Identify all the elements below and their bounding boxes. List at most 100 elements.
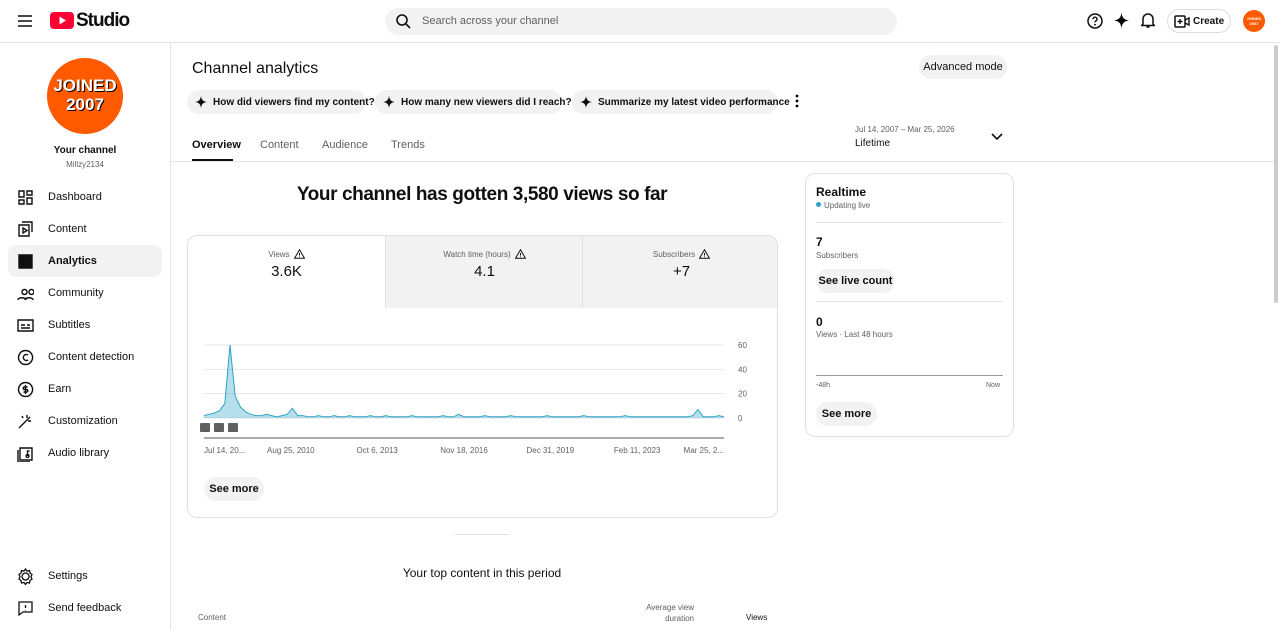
x-tick-label: Oct 6, 2013 bbox=[356, 446, 398, 455]
views-line bbox=[203, 344, 725, 418]
nav-item[interactable]: Content detection bbox=[8, 341, 162, 373]
channel-handle: Millzy2134 bbox=[66, 160, 104, 169]
nav-label: Customization bbox=[48, 415, 118, 427]
help-button[interactable] bbox=[1087, 13, 1103, 29]
nav-icon bbox=[17, 288, 34, 300]
date-range[interactable]: Jul 14, 2007 – Mar 25, 2026 bbox=[855, 125, 955, 134]
tab[interactable]: Content bbox=[260, 139, 299, 151]
divider bbox=[816, 301, 1003, 302]
warning-icon bbox=[514, 248, 527, 259]
metric-label: Subscribers bbox=[583, 248, 777, 259]
metric-tab[interactable]: Subscribers +7 bbox=[582, 236, 777, 308]
icon-shape bbox=[293, 248, 305, 259]
nav-item[interactable]: Settings bbox=[8, 560, 162, 592]
nav-item[interactable]: Analytics bbox=[8, 245, 162, 277]
column-header[interactable]: Views bbox=[746, 613, 768, 622]
spark-icon bbox=[195, 96, 207, 108]
nav-icon bbox=[17, 318, 34, 332]
page-title: Channel analytics bbox=[192, 60, 319, 77]
nav-item[interactable]: Send feedback bbox=[8, 592, 162, 624]
x-tick-label: Aug 25, 2010 bbox=[267, 446, 315, 455]
realtime-subscribers: 7 bbox=[816, 235, 823, 249]
spark-icon bbox=[580, 96, 592, 108]
nav-icon bbox=[17, 381, 34, 397]
nav-icon bbox=[18, 414, 31, 428]
nav-label: Content detection bbox=[48, 351, 135, 363]
nav-item[interactable]: Subtitles bbox=[8, 309, 162, 341]
icon-shape bbox=[514, 248, 527, 259]
warning-icon bbox=[293, 248, 305, 259]
nav-item[interactable]: Audio library bbox=[8, 437, 162, 469]
logo-icon[interactable] bbox=[50, 12, 74, 29]
nav-item[interactable]: Content bbox=[8, 213, 162, 245]
see-more-button[interactable]: See more bbox=[816, 402, 877, 426]
nav-icon bbox=[18, 189, 33, 205]
nav-item[interactable]: Customization bbox=[8, 405, 162, 437]
icon-shape bbox=[18, 567, 33, 585]
nav-label: Audio library bbox=[48, 447, 110, 459]
icon-shape bbox=[17, 381, 34, 397]
advanced-mode-button[interactable]: Advanced mode bbox=[919, 55, 1007, 79]
search-icon bbox=[396, 14, 411, 29]
notifications-button[interactable] bbox=[1141, 12, 1155, 29]
nav-label: Content bbox=[48, 223, 87, 235]
nav-item[interactable]: Earn bbox=[8, 373, 162, 405]
prompt-chip[interactable]: How did viewers find my content? bbox=[187, 90, 375, 114]
prompt-chip[interactable]: Summarize my latest video performance bbox=[572, 90, 790, 114]
avatar-line: JOINED bbox=[1246, 16, 1262, 21]
date-range-label[interactable]: Lifetime bbox=[855, 138, 891, 149]
channel-title: Your channel bbox=[53, 145, 117, 156]
icon-shape bbox=[18, 414, 31, 428]
nav-item[interactable]: Community bbox=[8, 277, 162, 309]
date-dropdown[interactable] bbox=[991, 133, 1003, 141]
scrollbar[interactable] bbox=[1274, 45, 1278, 303]
live-count-button[interactable]: See live count bbox=[816, 269, 895, 293]
metric-tab[interactable]: Views 3.6K bbox=[188, 236, 385, 308]
icon-shape bbox=[18, 600, 33, 616]
avatar-line: 2007 bbox=[66, 95, 104, 114]
ai-button[interactable] bbox=[1114, 13, 1129, 28]
search-placeholder: Search across your channel bbox=[422, 15, 559, 27]
spark-icon bbox=[383, 96, 395, 108]
nav-item[interactable]: Dashboard bbox=[8, 181, 162, 213]
avatar-line: 2007 bbox=[1249, 21, 1259, 26]
more-button[interactable] bbox=[793, 94, 801, 108]
icon-shape bbox=[195, 96, 207, 108]
tab[interactable]: Trends bbox=[391, 139, 425, 151]
logo-text[interactable]: Studio bbox=[76, 10, 130, 31]
realtime-axis bbox=[816, 375, 1003, 376]
tab[interactable]: Overview bbox=[192, 139, 241, 151]
metric-tab[interactable]: Watch time (hours) 4.1 bbox=[385, 236, 582, 308]
nav-icon bbox=[17, 446, 33, 462]
tab[interactable]: Audience bbox=[322, 139, 368, 151]
prompt-label: How many new viewers did I reach? bbox=[401, 96, 572, 108]
nav-label: Analytics bbox=[48, 255, 97, 267]
channel-avatar[interactable]: JOINED 2007 bbox=[47, 58, 123, 134]
see-more-button[interactable]: See more bbox=[204, 477, 264, 501]
search-box[interactable]: Search across your channel bbox=[385, 8, 897, 35]
create-label: Create bbox=[1193, 16, 1225, 27]
icon-shape bbox=[18, 253, 33, 269]
sidebar: JOINED 2007 Your channel Millzy2134 Dashb… bbox=[0, 43, 171, 630]
account-avatar[interactable]: JOINED 2007 bbox=[1243, 10, 1265, 32]
x-tick-label: Dec 31, 2019 bbox=[527, 446, 575, 455]
views-area bbox=[204, 345, 724, 418]
nav-icon bbox=[18, 220, 33, 237]
menu-button[interactable] bbox=[17, 14, 33, 28]
nav-icon bbox=[18, 253, 33, 269]
x-tick-label: Feb 11, 2023 bbox=[614, 446, 661, 455]
avatar-line: JOINED bbox=[53, 76, 117, 95]
realtime-card: Realtime Updating live 7 Subscribers See… bbox=[805, 173, 1014, 437]
icon-shape bbox=[698, 248, 711, 259]
create-button[interactable]: Create bbox=[1167, 9, 1231, 33]
metric-label-text: Watch time (hours) bbox=[443, 250, 511, 259]
nav-icon bbox=[18, 600, 33, 616]
x-tick-label: Mar 25, 2... bbox=[684, 446, 724, 455]
create-icon bbox=[1174, 15, 1190, 28]
top-bar: Studio Search across your channel Create… bbox=[0, 0, 1280, 43]
prompt-chip[interactable]: How many new viewers did I reach? bbox=[375, 90, 572, 114]
y-tick-label: 60 bbox=[738, 341, 747, 350]
